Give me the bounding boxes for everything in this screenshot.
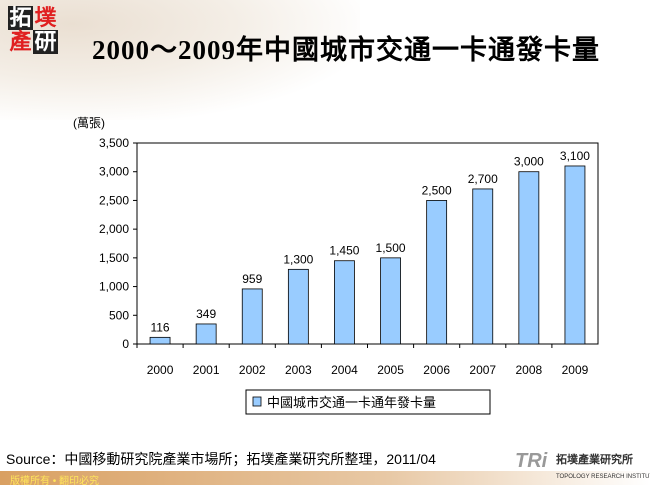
bar [149,336,171,345]
x-tick-label: 2004 [331,363,358,377]
y-tick-label: 500 [109,308,129,322]
x-tick-label: 2001 [193,363,220,377]
y-axis-label: (萬張) [73,116,105,130]
x-tick-label: 2008 [515,363,542,377]
data-label: 3,100 [560,149,590,163]
data-label: 3,000 [514,155,544,169]
y-tick-label: 3,000 [99,165,129,179]
bar [195,323,217,345]
source-note: Source：中國移動研究院產業市場所；拓墣產業研究所整理，2011/04 [6,451,436,467]
x-tick-label: 2009 [562,363,589,377]
data-label: 1,500 [376,241,406,255]
data-label: 349 [196,307,216,321]
data-label: 959 [242,272,262,286]
y-tick-label: 2,500 [99,193,129,207]
tri-logo-mark: TRi [515,450,548,472]
bar [518,171,540,345]
brand-subtitle: TOPOLOGY RESEARCH INSTITUTE [556,474,650,480]
y-tick-label: 0 [122,337,129,351]
x-tick-label: 2007 [469,363,496,377]
background-map [0,0,360,120]
bar [380,257,401,345]
copyright-text: 版權所有 • 翻印必究 [10,476,100,487]
y-tick-label: 1,500 [99,251,129,265]
data-label: 2,500 [422,183,452,197]
x-tick-label: 2006 [423,363,450,377]
legend-label: 中國城市交通一卡通年發卡量 [267,395,436,410]
x-tick-label: 2002 [239,363,266,377]
logo-char: 墣 [34,5,57,31]
x-tick-label: 2000 [147,363,174,377]
data-label: 2,700 [468,172,498,186]
y-tick-label: 2,000 [99,222,129,236]
logo-char: 研 [33,29,58,55]
y-tick-label: 1,000 [99,280,129,294]
logo-char: 產 [9,29,32,55]
y-tick-label: 3,500 [99,136,129,150]
data-label: 1,450 [329,244,359,258]
footer-bar: 版權所有 • 翻印必究 [0,471,650,487]
bar [334,260,355,345]
brand-name: 拓墣產業研究所 [556,454,633,466]
data-label: 1,300 [283,252,313,266]
legend-swatch [252,396,262,407]
x-tick-label: 2003 [285,363,312,377]
x-tick-label: 2005 [377,363,404,377]
data-label: 116 [150,320,169,334]
logo-char: 拓 [8,5,33,31]
bar [426,200,448,345]
logo: 拓墣產研 [8,6,60,56]
bar [241,288,263,345]
page-title: 2000～2009年中國城市交通一卡通發卡量 [92,35,600,65]
legend [245,389,491,415]
bar [287,268,309,345]
bar [564,165,586,345]
bar [472,188,494,345]
